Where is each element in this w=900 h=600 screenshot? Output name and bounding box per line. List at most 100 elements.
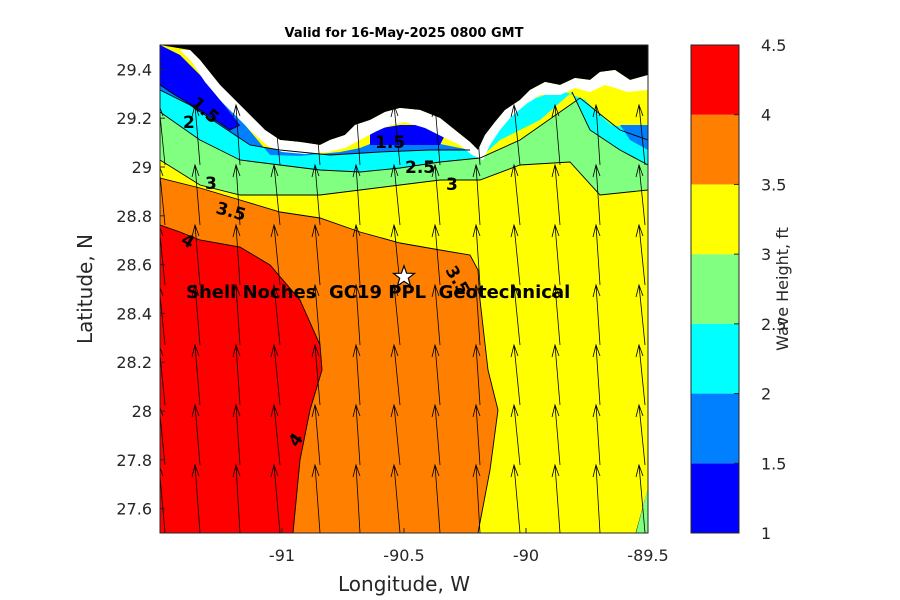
wave-arrow [592,463,601,533]
wave-arrow [191,223,201,286]
colorbar-tick-label: 1 [761,524,771,543]
wave-arrow [635,223,646,286]
x-tick-label: -90.5 [383,546,424,565]
wave-arrow [232,343,241,406]
wave-arrow [270,403,281,466]
wave-arrow [311,223,321,286]
wave-arrow [635,163,646,226]
contour-label-3-right: 3 [446,175,458,195]
wave-direction-arrows [160,103,646,533]
wave-arrow [311,103,321,166]
wave-arrow [472,403,481,466]
land-mass [160,45,648,150]
wave-arrow [390,103,401,166]
wave-arrow [635,403,646,466]
colorbar-swatch [691,393,739,464]
wave-arrow [592,403,601,466]
wave-arrow [510,283,521,346]
wave-arrow [160,346,166,406]
y-tick-label: 29.2 [116,109,152,128]
x-axis: -91 -90.5 -90 -89.5 [269,528,669,565]
y-tick-label: 27.8 [116,451,152,470]
y-tick-label: 28.4 [116,304,152,323]
wave-arrow [160,226,166,286]
wave-arrow [270,283,281,346]
band-corner [636,488,648,533]
colorbar-swatch [691,463,739,533]
site-label: Shell Noches GC19 PPL Geotechnical [186,282,570,303]
wave-arrow [510,403,521,466]
wave-arrow [592,283,601,346]
wave-arrow [311,403,321,466]
wave-arrow [635,283,646,346]
wave-arrow [510,463,521,533]
wave-arrow [551,163,561,226]
wave-arrow [232,103,241,166]
wave-arrow [191,283,201,346]
wave-arrow [510,103,521,166]
colorbar-swatch [691,254,739,324]
wave-arrow [352,223,361,286]
y-axis: 29.4 29.2 29 28.8 28.6 28.4 28.2 28 27.8 27.6 [116,60,165,519]
colorbar-swatch [691,323,739,394]
wave-arrow [472,163,481,226]
x-tick-label: -91 [269,546,295,565]
wave-arrow [472,283,481,346]
wave-arrow [311,283,321,346]
wave-arrow [311,163,321,226]
wave-arrow [270,223,281,286]
band-2.5-3 [160,98,648,195]
wave-arrow [390,283,401,346]
wave-arrow [635,103,646,166]
wave-arrow [160,286,166,346]
wave-arrow [472,223,481,286]
wave-arrow [551,223,561,286]
wave-arrow [232,463,241,533]
wave-arrow [472,103,481,166]
map-title: Valid for 16-May-2025 0800 GMT [285,26,524,41]
colorbar-tick-label: 4 [761,106,771,125]
colorbar: 4.5 4 3.5 3 2.5 2 1.5 1 [690,36,786,543]
wave-arrow [390,163,401,226]
wave-arrow [551,463,561,533]
wave-arrow [191,463,201,533]
wave-arrow [635,463,646,533]
wave-arrow [352,403,361,466]
wave-arrow [352,163,361,226]
wave-arrow [311,343,321,406]
x-tick-label: -90 [513,546,539,565]
wave-arrow [270,463,281,533]
wave-arrow [390,403,401,466]
wave-arrow [592,223,601,286]
band-1-1.5-b [370,125,445,145]
contour-label-3-left: 3 [205,174,217,194]
x-tick-label: -89.5 [627,546,668,565]
colorbar-swatch [691,184,739,255]
wave-arrow [352,283,361,346]
wave-arrow [431,223,441,286]
wave-arrow [431,403,441,466]
wave-arrow [352,463,361,533]
wave-arrow [390,463,401,533]
wave-arrow [232,283,241,346]
colorbar-swatch [691,114,739,185]
band-4-4.5 [160,225,322,533]
wave-arrow [160,406,166,466]
colorbar-tick-label: 3 [761,245,771,264]
wave-arrow [270,343,281,406]
wave-arrow [270,103,281,166]
wave-arrow [592,163,601,226]
wave-arrow [510,343,521,406]
colorbar-tick-label: 4.5 [761,36,786,55]
wave-arrow [635,343,646,406]
wave-arrow [472,343,481,406]
colorbar-label: Wave Height, ft [773,227,792,351]
wave-arrow [352,103,361,166]
y-tick-label: 28.2 [116,353,152,372]
y-tick-label: 28.6 [116,256,152,275]
y-tick-label: 28.8 [116,207,152,226]
wave-arrow [431,283,441,346]
wave-arrow [431,463,441,533]
band-1-1.5 [160,45,240,130]
